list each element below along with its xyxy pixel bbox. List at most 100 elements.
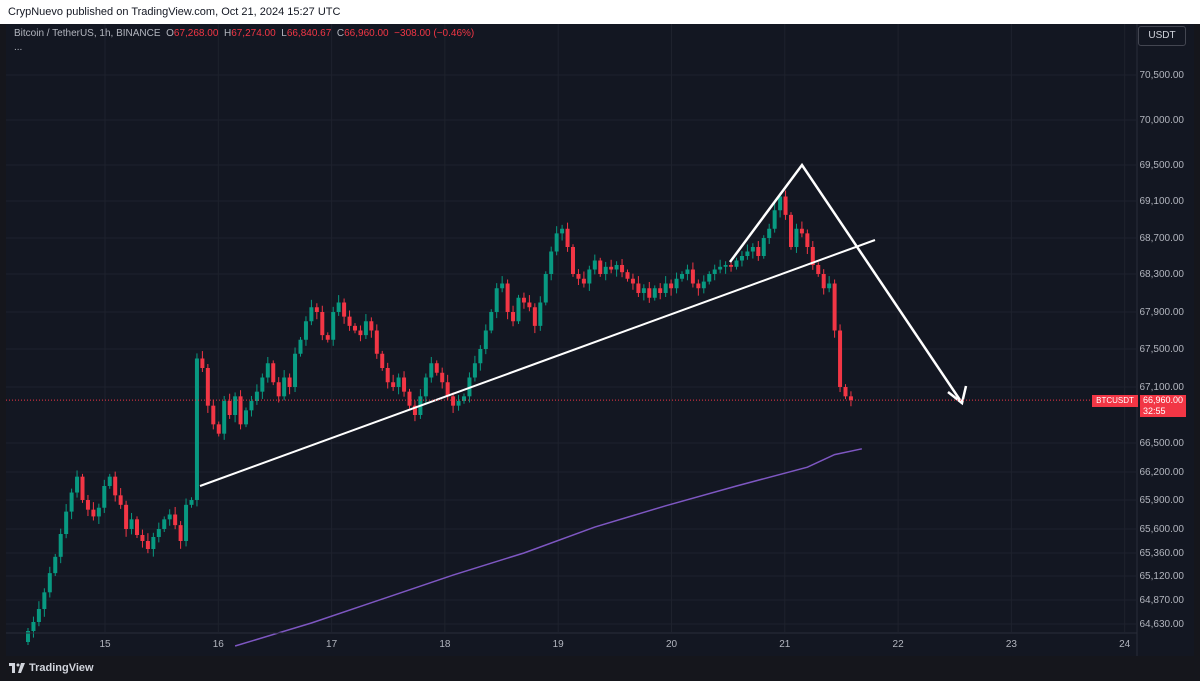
- candle-body: [472, 363, 477, 378]
- candle-body: [298, 339, 303, 354]
- candle-body: [511, 312, 516, 322]
- moving-average-line: [234, 448, 863, 647]
- candle-body: [36, 609, 41, 622]
- time-tick-label: 16: [213, 639, 225, 650]
- candle-body: [532, 307, 537, 326]
- candle-body: [363, 321, 368, 336]
- candle-body: [412, 405, 417, 415]
- candle-body: [336, 302, 341, 312]
- candle-body: [609, 266, 614, 270]
- candle-body: [805, 233, 810, 247]
- candle-body: [761, 238, 766, 256]
- candle-body: [680, 274, 684, 279]
- legend-symbol: Bitcoin / TetherUS, 1h, BINANCE: [14, 28, 161, 39]
- candle-body: [222, 401, 227, 434]
- candle-body: [734, 260, 739, 267]
- candle-body: [674, 278, 679, 289]
- candle-body: [423, 377, 428, 397]
- chart-legend: Bitcoin / TetherUS, 1h, BINANCE O67,268.…: [14, 28, 474, 53]
- candle-body: [353, 325, 357, 331]
- legend-more-button[interactable]: ...: [14, 42, 23, 53]
- candle-body: [211, 405, 216, 425]
- candle-body: [685, 269, 690, 274]
- candle-body: [118, 495, 123, 505]
- candle-body: [129, 519, 134, 529]
- candle-body: [53, 556, 58, 574]
- price-tick-label: 65,360.00: [1140, 548, 1185, 559]
- price-tag-symbol: BTCUSDT: [1092, 395, 1138, 407]
- candle-body: [505, 283, 510, 312]
- candle-body: [478, 349, 483, 364]
- candle-body: [156, 529, 161, 537]
- price-tick-label: 68,700.00: [1140, 233, 1185, 244]
- candle-body: [658, 288, 663, 293]
- candle-body: [391, 382, 396, 387]
- price-tick-label: 65,600.00: [1140, 524, 1185, 535]
- candle-body: [707, 274, 712, 282]
- candle-body: [260, 377, 265, 392]
- candle-body: [380, 353, 385, 368]
- candle-body: [31, 622, 36, 631]
- time-tick-label: 23: [1006, 639, 1018, 650]
- candle-body: [113, 476, 118, 496]
- candle-body: [42, 592, 47, 609]
- candle-body: [135, 519, 139, 535]
- candle-body: [772, 210, 777, 229]
- currency-button[interactable]: USDT: [1138, 26, 1186, 46]
- candle-body: [554, 233, 559, 252]
- projection-path: [728, 162, 964, 404]
- candle-body: [254, 391, 259, 401]
- candle-body: [848, 396, 853, 401]
- candle-body: [342, 302, 347, 317]
- tradingview-logo[interactable]: TradingView: [9, 662, 94, 674]
- candle-body: [690, 269, 695, 284]
- axis-layer: 70,500.00 70,000.00 69,500.00 69,100.00 68,7…: [6, 24, 1184, 656]
- candle-body: [227, 401, 232, 415]
- candle-body: [838, 330, 843, 387]
- candle-body: [560, 228, 565, 234]
- candle-body: [581, 278, 586, 284]
- time-tick-label: 15: [99, 639, 111, 650]
- price-tick-label: 70,500.00: [1140, 70, 1185, 81]
- candle-body: [303, 321, 308, 340]
- candle-body: [827, 283, 832, 289]
- candle-body: [369, 321, 374, 331]
- candle-body: [429, 363, 434, 378]
- candle-body: [718, 266, 723, 270]
- price-tick-label: 67,500.00: [1140, 344, 1185, 355]
- candle-body: [282, 377, 287, 397]
- price-tick-label: 64,870.00: [1140, 595, 1185, 606]
- candle-body: [821, 274, 826, 289]
- publish-header-text: CrypNuevo published on TradingView.com, …: [8, 6, 341, 18]
- candle-body: [167, 514, 172, 520]
- candle-body: [451, 396, 456, 406]
- candle-body: [271, 363, 276, 383]
- candle-body: [778, 196, 783, 211]
- footer-bar: [0, 656, 1200, 681]
- candle-body: [194, 358, 199, 500]
- candle-body: [314, 307, 319, 312]
- price-tag-value-box: 66,960.00 32:55: [1140, 395, 1186, 417]
- candle-body: [385, 368, 390, 383]
- time-tick-label: 21: [779, 639, 791, 650]
- candle-body: [598, 260, 603, 274]
- candle-body: [521, 297, 526, 303]
- candle-body: [331, 312, 336, 340]
- candle-body: [75, 476, 80, 493]
- candle-body: [712, 269, 717, 274]
- candle-body: [244, 410, 248, 425]
- candle-body: [625, 272, 630, 279]
- candle-body: [810, 247, 815, 265]
- candle-body: [402, 377, 407, 392]
- candle-body: [636, 283, 641, 293]
- candle-body: [630, 278, 635, 284]
- publish-header: CrypNuevo published on TradingView.com, …: [0, 0, 1200, 24]
- price-tick-label: 70,000.00: [1140, 115, 1185, 126]
- candle-body: [440, 372, 445, 383]
- candle-body: [767, 228, 772, 238]
- candle-body: [538, 302, 543, 326]
- candle-body: [102, 486, 107, 508]
- trendline: [199, 239, 876, 487]
- last-price-tag: BTCUSDT 66,960.00 32:55: [1092, 395, 1188, 417]
